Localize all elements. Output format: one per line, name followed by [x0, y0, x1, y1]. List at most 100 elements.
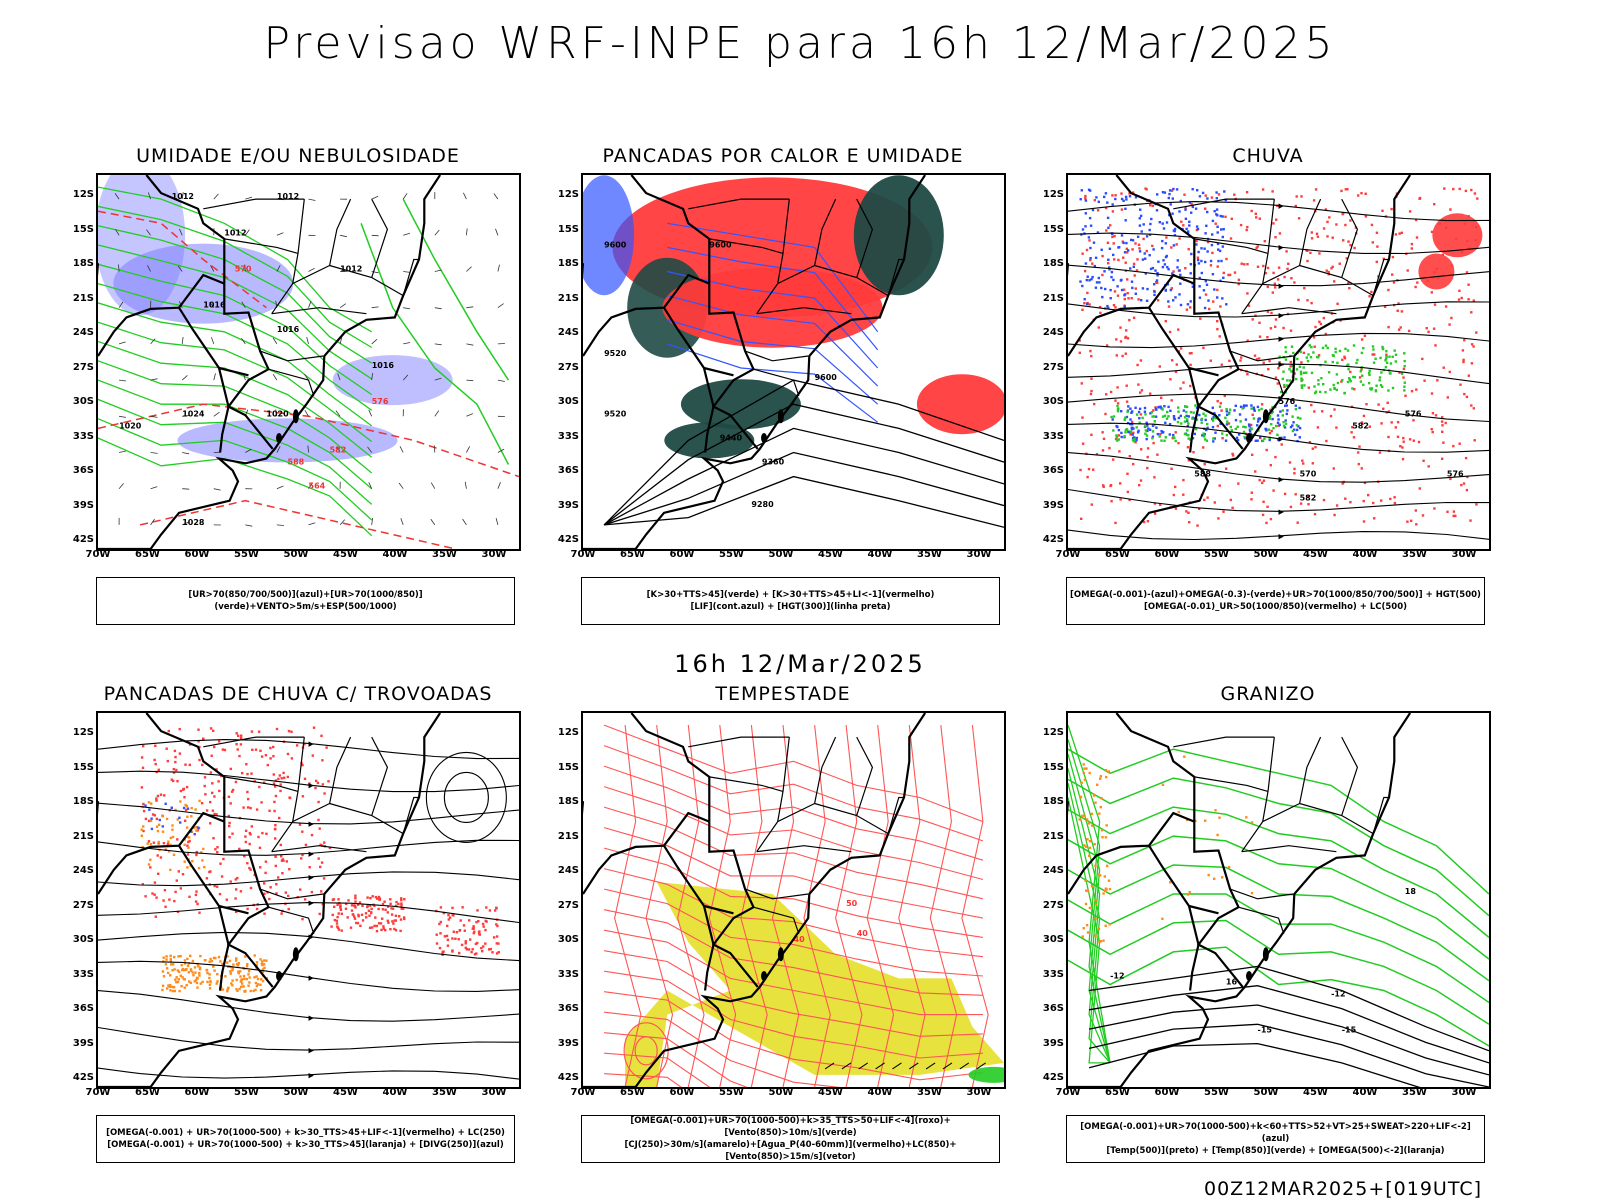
- temp850-contour: [1068, 748, 1489, 895]
- storm-red-cell: [439, 920, 442, 924]
- storm-red-cell: [167, 729, 170, 733]
- storm-orange-cell: [193, 966, 197, 969]
- rain-red-cell: [1276, 278, 1280, 281]
- wind-vector: [244, 264, 246, 272]
- rain-red-cell: [1090, 377, 1093, 380]
- wind-vector: [434, 343, 442, 346]
- storm-red-cell: [359, 924, 362, 927]
- lc850-streamline: [803, 725, 831, 1087]
- rain-red-cell: [1349, 501, 1352, 504]
- storm-orange-cell: [198, 974, 201, 977]
- divg-blue-cell: [196, 826, 200, 829]
- wind-vector: [908, 1062, 919, 1070]
- rain-red-cell: [1332, 467, 1335, 470]
- state-border: [744, 888, 809, 900]
- rain-blue-cell: [1084, 225, 1087, 228]
- rain-red-cell: [1212, 300, 1215, 303]
- storm-red-cell: [168, 898, 171, 901]
- rain-red-cell: [1296, 521, 1299, 524]
- rain-red-cell: [1410, 519, 1413, 522]
- storm-red-cell: [246, 806, 250, 809]
- storm-red-cell: [263, 912, 266, 915]
- rain-red-cell: [1092, 468, 1095, 471]
- lat-tick-label: 33S: [72, 430, 94, 442]
- storm-red-cell: [303, 777, 307, 780]
- rain-red-cell: [1353, 246, 1356, 250]
- rain-green-cell: [1144, 429, 1148, 432]
- rain-red-cell: [1465, 271, 1469, 274]
- storm-red-cell: [275, 892, 278, 895]
- storm-red-cell: [275, 727, 279, 731]
- storm-orange-cell: [184, 803, 187, 807]
- storm-red-cell: [203, 776, 207, 779]
- rain-blue-cell: [1179, 199, 1182, 203]
- wind-vector: [497, 379, 505, 382]
- wind-vector: [308, 482, 313, 489]
- storm-red-cell: [352, 915, 356, 918]
- rain-red-cell: [1132, 262, 1136, 266]
- omega-orange-cell: [1088, 906, 1092, 910]
- rain-red-cell: [1090, 503, 1093, 506]
- rain-green-cell: [1403, 381, 1406, 384]
- omega-orange-cell: [1086, 838, 1089, 841]
- rain-red-cell: [1113, 234, 1116, 238]
- streamline: [1068, 393, 1489, 423]
- lc850-streamline: [708, 725, 737, 1087]
- rain-blue-cell: [1155, 279, 1159, 282]
- moisture-red-contour: [603, 827, 984, 919]
- rain-blue-cell: [1128, 195, 1132, 198]
- rain-red-cell: [1152, 409, 1155, 412]
- storm-red-cell: [461, 906, 464, 909]
- storm-red-cell: [318, 912, 321, 916]
- rain-green-cell: [1192, 411, 1195, 414]
- storm-red-cell: [469, 938, 472, 941]
- storm-orange-cell: [192, 826, 195, 830]
- wind850-green-area: [968, 1066, 1004, 1083]
- rain-blue-cell: [1143, 252, 1146, 255]
- wind-vector: [371, 373, 373, 381]
- rain-blue-cell: [1157, 405, 1160, 409]
- wind-vector: [213, 193, 219, 200]
- rain-red-cell: [1216, 424, 1219, 428]
- rain-green-cell: [1403, 389, 1406, 392]
- rain-red-cell: [1202, 346, 1205, 349]
- wind-vector: [150, 486, 158, 490]
- rain-blue-cell: [1088, 279, 1091, 282]
- storm-red-cell: [374, 895, 378, 899]
- storm-red-cell: [438, 922, 441, 926]
- rain-red-cell: [1341, 358, 1344, 361]
- temp500-contour: [1088, 985, 1489, 1064]
- storm-orange-cell: [179, 800, 182, 803]
- rain-blue-cell: [1276, 414, 1280, 417]
- storm-red-cell: [154, 762, 157, 766]
- wind-vector: [182, 415, 190, 417]
- rain-green-cell: [1115, 435, 1119, 439]
- storm-red-cell: [241, 771, 244, 775]
- wind-vector: [115, 229, 120, 236]
- storm-red-cell: [237, 734, 240, 737]
- rain-red-cell: [1313, 513, 1317, 516]
- rain-blue-cell: [1242, 404, 1246, 407]
- state-border: [271, 845, 367, 853]
- rain-red-cell: [1433, 507, 1436, 510]
- storm-red-cell: [228, 821, 231, 825]
- rain-blue-cell: [1221, 297, 1224, 300]
- contour-label: 9600: [815, 373, 838, 382]
- rain-green-cell: [1288, 379, 1292, 382]
- rain-red-cell: [1310, 237, 1314, 240]
- rain-red-cell: [1402, 367, 1406, 371]
- storm-red-cell: [339, 906, 342, 909]
- rain-red-cell: [1131, 248, 1134, 251]
- rain-green-cell: [1152, 415, 1156, 418]
- storm-red-cell: [272, 782, 276, 785]
- storm-red-cell: [335, 919, 338, 922]
- storm-red-cell: [274, 837, 277, 840]
- lagoa-dos-patos: [1262, 409, 1269, 424]
- divg-blue-cell: [158, 818, 161, 822]
- storm-red-cell: [287, 907, 290, 911]
- streamline: [98, 931, 519, 962]
- rain-green-cell: [1378, 376, 1382, 379]
- temp850-contour: [1068, 782, 1111, 1064]
- storm-red-cell: [277, 777, 280, 781]
- contour-label: 582: [1352, 421, 1369, 430]
